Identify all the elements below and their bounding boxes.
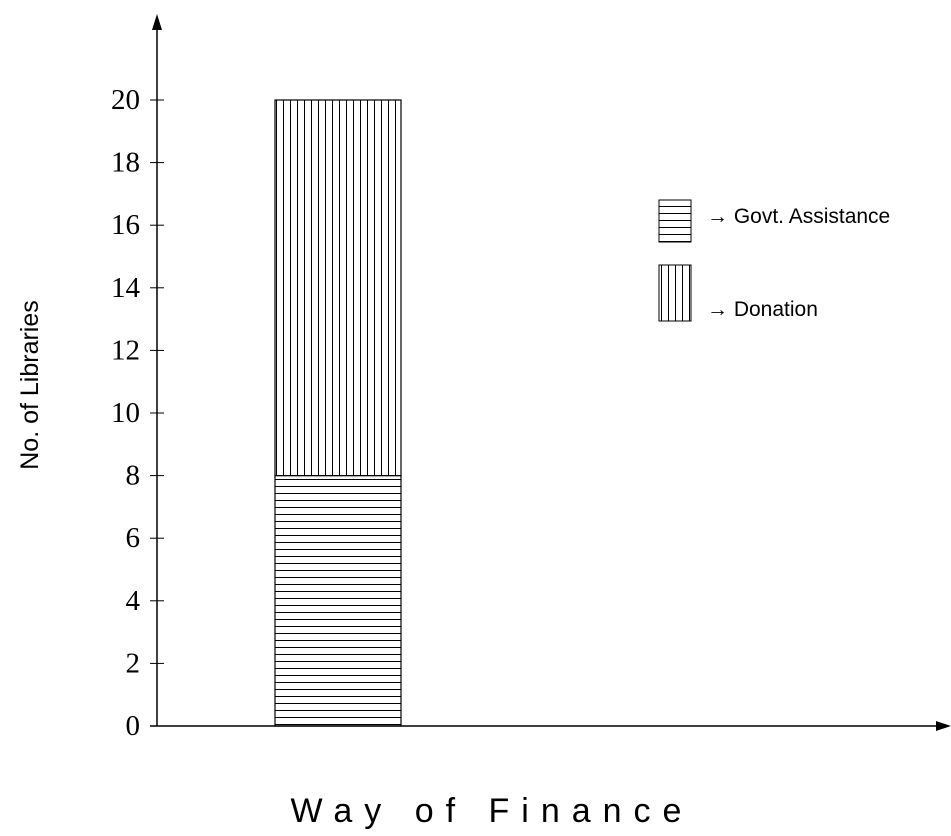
y-tick-label: 18 (111, 147, 140, 179)
bars (274, 99, 402, 727)
x-axis-title: Way of Finance (291, 792, 694, 830)
legend-swatch-govt-assistance (658, 199, 692, 243)
legend: → Govt. Assistance → Donation (658, 199, 890, 322)
legend-swatch-donation (658, 264, 692, 322)
bar-segment-govt-assistance (274, 475, 402, 727)
y-tick-label: 14 (111, 272, 141, 304)
y-tick-label: 6 (126, 522, 141, 554)
y-tick-label: 10 (111, 397, 140, 429)
x-axis-arrow (936, 721, 951, 731)
bar-segment-donation (274, 99, 402, 477)
y-tick-label: 4 (126, 585, 141, 617)
y-tick-label: 16 (111, 209, 140, 241)
legend-label-govt-assistance: → Govt. Assistance (707, 205, 890, 228)
y-tick-label: 0 (126, 710, 141, 742)
y-axis-title: No. of Libraries (16, 300, 44, 470)
y-tick-label: 2 (126, 647, 141, 679)
legend-label-donation: → Donation (707, 298, 818, 321)
y-tick-label: 8 (126, 460, 141, 492)
y-ticks: 0 2 4 6 8 10 12 14 16 18 20 (111, 84, 164, 742)
y-axis-arrow (152, 14, 162, 30)
y-tick-label: 20 (111, 84, 140, 116)
y-tick-label: 12 (111, 334, 140, 366)
